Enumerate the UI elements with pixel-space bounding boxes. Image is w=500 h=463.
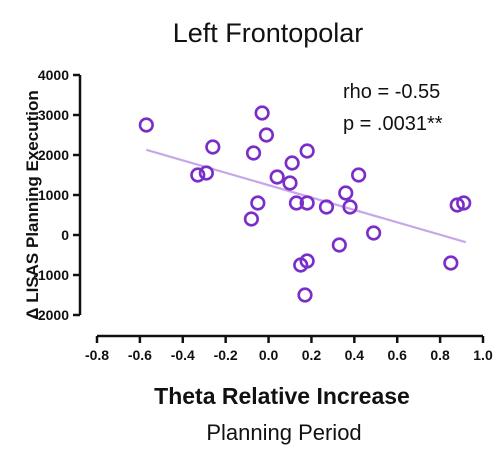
- y-tick-label: 3000: [38, 107, 69, 123]
- x-tick-label: 1.0: [473, 347, 493, 363]
- data-point: [205, 139, 221, 155]
- chart-title: Left Frontopolar: [173, 18, 364, 48]
- data-point: [318, 199, 335, 215]
- data-point: [250, 195, 266, 211]
- plot-area: 4000 3000 2000 1000 0 -1000 -2000 -0.8 -0.6 -0.4 -…: [33, 67, 493, 363]
- y-tick-label: 1000: [38, 187, 69, 203]
- y-tick-label: 0: [61, 227, 69, 243]
- p-value-annotation: p = .0031**: [343, 113, 443, 135]
- data-point: [269, 169, 285, 185]
- y-tick-label: -1000: [33, 267, 69, 283]
- data-point: [299, 143, 315, 159]
- data-point: [443, 255, 459, 271]
- data-point: [338, 185, 354, 201]
- y-tick-label: 2000: [38, 147, 69, 163]
- y-tick-label: 4000: [38, 67, 69, 83]
- data-point: [284, 155, 300, 171]
- data-point: [299, 195, 315, 211]
- data-point: [351, 167, 367, 183]
- data-point: [366, 225, 382, 241]
- data-point: [198, 165, 214, 181]
- data-point: [456, 195, 472, 211]
- data-point: [254, 105, 270, 121]
- data-point: [282, 175, 298, 191]
- x-tick-label: -0.8: [85, 347, 109, 363]
- x-axis-sublabel: Planning Period: [206, 420, 361, 445]
- x-tick-label: -0.6: [128, 347, 152, 363]
- x-tick-label: 0.4: [345, 347, 365, 363]
- data-point: [243, 211, 259, 227]
- x-tick-label: 0.6: [387, 347, 407, 363]
- y-axis-label-text: Δ LISAS Planning Execution: [23, 90, 42, 319]
- x-tick-label: 0.0: [259, 347, 279, 363]
- rho-annotation: rho = -0.55: [343, 81, 440, 103]
- y-tick-label: -2000: [33, 307, 69, 323]
- data-point: [245, 145, 262, 161]
- data-point: [342, 199, 358, 215]
- data-point: [288, 195, 305, 211]
- x-tick-label: -0.4: [171, 347, 195, 363]
- data-point: [449, 197, 465, 213]
- x-tick-label: -0.2: [214, 347, 238, 363]
- x-tick-label: 0.2: [302, 347, 322, 363]
- data-point: [190, 167, 206, 183]
- data-point: [258, 127, 275, 143]
- y-axis-label: Δ LISAS Planning Execution: [23, 90, 42, 319]
- x-axis-label: Theta Relative Increase: [154, 383, 410, 409]
- data-point: [299, 253, 315, 269]
- data-point: [138, 117, 154, 133]
- data-point: [331, 237, 347, 253]
- data-point: [297, 287, 313, 303]
- x-tick-label: 0.8: [430, 347, 450, 363]
